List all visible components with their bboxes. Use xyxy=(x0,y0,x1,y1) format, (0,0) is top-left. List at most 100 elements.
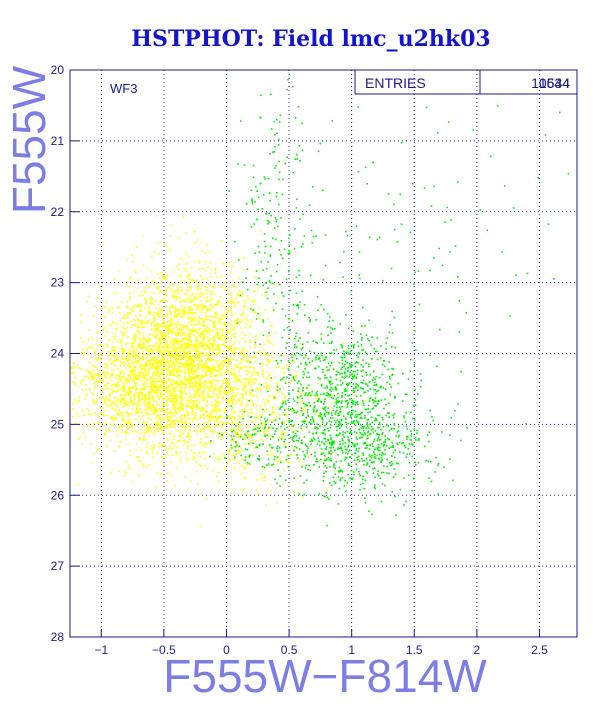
scatter-point xyxy=(211,349,213,351)
scatter-point xyxy=(146,466,148,468)
scatter-point xyxy=(146,371,148,373)
scatter-point xyxy=(236,422,238,424)
scatter-point xyxy=(265,402,267,404)
scatter-point xyxy=(209,334,211,336)
scatter-point xyxy=(150,449,152,451)
scatter-point xyxy=(163,278,165,280)
scatter-point xyxy=(331,421,333,423)
scatter-point xyxy=(129,376,131,378)
scatter-point xyxy=(140,418,142,420)
scatter-point xyxy=(341,368,343,370)
scatter-point xyxy=(298,388,300,390)
scatter-point xyxy=(253,455,255,457)
scatter-point xyxy=(317,396,319,398)
scatter-point xyxy=(212,358,214,360)
scatter-point xyxy=(195,419,197,421)
scatter-point xyxy=(112,418,114,420)
scatter-point xyxy=(297,457,299,459)
scatter-point xyxy=(110,389,112,391)
scatter-point xyxy=(249,372,251,374)
scatter-point xyxy=(353,375,355,377)
scatter-point xyxy=(141,374,143,376)
scatter-point xyxy=(185,386,187,388)
scatter-point xyxy=(93,370,95,372)
scatter-point xyxy=(77,365,79,367)
scatter-point xyxy=(368,319,370,321)
scatter-point xyxy=(200,410,202,412)
scatter-point xyxy=(315,359,317,361)
scatter-point xyxy=(204,269,206,271)
scatter-point xyxy=(241,367,243,369)
scatter-point xyxy=(387,369,389,371)
scatter-point xyxy=(152,351,154,353)
scatter-point xyxy=(200,288,202,290)
scatter-point xyxy=(121,415,123,417)
scatter-point xyxy=(241,450,243,452)
scatter-point xyxy=(120,365,122,367)
scatter-point xyxy=(385,342,387,344)
scatter-point xyxy=(276,482,278,484)
scatter-point xyxy=(382,364,384,366)
scatter-point xyxy=(343,415,345,417)
scatter-point xyxy=(105,401,107,403)
scatter-point xyxy=(220,415,222,417)
scatter-point xyxy=(347,414,349,416)
scatter-point xyxy=(156,312,158,314)
scatter-point xyxy=(157,404,159,406)
scatter-point xyxy=(227,394,229,396)
scatter-point xyxy=(190,336,192,338)
scatter-point xyxy=(177,333,179,335)
scatter-point xyxy=(197,367,199,369)
scatter-point xyxy=(267,453,269,455)
scatter-point xyxy=(357,384,359,386)
scatter-point xyxy=(236,388,238,390)
scatter-point xyxy=(88,347,90,349)
scatter-point xyxy=(124,412,126,414)
scatter-point xyxy=(185,403,187,405)
scatter-point xyxy=(162,315,164,317)
scatter-point xyxy=(150,348,152,350)
scatter-point xyxy=(111,403,113,405)
scatter-point xyxy=(82,349,84,351)
scatter-point xyxy=(244,443,246,445)
scatter-point xyxy=(132,375,134,377)
scatter-point xyxy=(187,371,189,373)
scatter-point xyxy=(219,367,221,369)
scatter-point xyxy=(166,314,168,316)
scatter-point xyxy=(384,435,386,437)
scatter-point xyxy=(333,481,335,483)
scatter-point xyxy=(206,352,208,354)
scatter-point xyxy=(163,358,165,360)
scatter-point xyxy=(165,383,167,385)
scatter-point xyxy=(238,423,240,425)
scatter-point xyxy=(202,370,204,372)
scatter-point xyxy=(234,354,236,356)
scatter-point xyxy=(243,305,245,307)
scatter-point xyxy=(93,383,95,385)
scatter-point xyxy=(185,393,187,395)
scatter-point xyxy=(231,311,233,313)
scatter-point xyxy=(267,372,269,374)
scatter-point xyxy=(201,394,203,396)
scatter-point xyxy=(261,352,263,354)
scatter-point xyxy=(188,322,190,324)
scatter-point xyxy=(222,380,224,382)
scatter-point xyxy=(355,401,357,403)
scatter-point xyxy=(246,319,248,321)
scatter-point xyxy=(197,341,199,343)
scatter-point xyxy=(117,386,119,388)
scatter-point xyxy=(331,342,333,344)
scatter-point xyxy=(156,342,158,344)
scatter-point xyxy=(230,330,232,332)
scatter-point xyxy=(241,403,243,405)
scatter-point xyxy=(135,334,137,336)
scatter-point xyxy=(375,351,377,353)
scatter-point xyxy=(185,384,187,386)
scatter-point xyxy=(207,395,209,397)
scatter-point xyxy=(165,327,167,329)
scatter-point xyxy=(167,317,169,319)
scatter-point xyxy=(156,401,158,403)
scatter-point xyxy=(357,370,359,372)
scatter-point xyxy=(260,314,262,316)
scatter-point xyxy=(77,401,79,403)
